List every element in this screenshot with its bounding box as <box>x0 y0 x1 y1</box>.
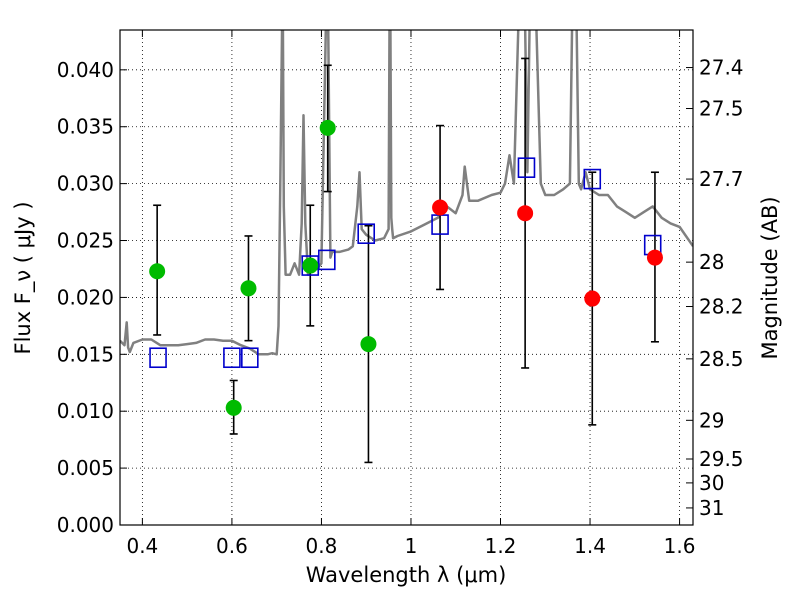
red-point <box>517 205 534 222</box>
y-tick-label: 0.005 <box>57 456 114 480</box>
right-tick-label: 28.2 <box>699 295 744 319</box>
plot-frame <box>119 29 694 526</box>
x-tick-label: 1.4 <box>574 534 606 558</box>
x-tick-label: 0.8 <box>306 534 338 558</box>
green-point <box>240 280 257 297</box>
y-tick-label: 0.030 <box>57 172 114 196</box>
y-tick-label: 0.020 <box>57 285 114 309</box>
model-square-marker <box>223 347 241 369</box>
red-point <box>432 199 449 216</box>
model-square-marker <box>149 347 167 369</box>
model-square-marker <box>583 168 602 190</box>
x-tick-label: 0.4 <box>126 534 158 558</box>
x-tick-label: 1 <box>405 534 418 558</box>
y-tick-label: 0.040 <box>57 58 114 82</box>
model-square-marker <box>318 249 336 271</box>
y-tick-label: 0.025 <box>57 229 114 253</box>
green-point <box>360 336 377 353</box>
x-tick-label: 1.6 <box>664 534 696 558</box>
green-point <box>302 257 319 274</box>
model-square-marker <box>517 157 536 178</box>
x-tick-labels: 0.4 0.6 0.8 1 1.2 1.4 1.6 <box>126 534 695 558</box>
right-axis-label: Magnitude (AB) <box>758 196 782 359</box>
right-tick-label: 31 <box>699 496 724 520</box>
plot-background <box>120 30 693 525</box>
right-tick-label: 28 <box>699 250 724 274</box>
y-axis-label: Flux F_ν ( μJy ) <box>11 201 36 354</box>
y-tick-label: 0.010 <box>57 399 114 423</box>
right-tick-label: 28.5 <box>699 347 744 371</box>
x-tick-label: 1.2 <box>485 534 517 558</box>
right-tick-label: 29.5 <box>699 447 744 471</box>
red-point <box>646 249 663 266</box>
right-tick-label: 27.4 <box>699 56 744 80</box>
y-tick-label: 0.000 <box>57 513 114 537</box>
y-tick-label: 0.035 <box>57 115 114 139</box>
grid-lines <box>120 30 693 526</box>
right-tick-label: 29 <box>699 408 724 432</box>
green-point <box>319 119 336 136</box>
right-tick-label: 30 <box>699 471 724 495</box>
right-tick-label: 27.7 <box>699 167 744 191</box>
green-point <box>149 263 166 280</box>
y-tick-labels: 0.000 0.005 0.010 0.015 0.020 0.025 0.030 0.035… <box>57 58 114 537</box>
point-layer <box>149 119 663 416</box>
x-axis-label: Wavelength λ (μm) <box>306 563 507 587</box>
x-tick-label: 0.6 <box>216 534 248 558</box>
model-spectrum-line <box>120 30 693 356</box>
axis-ticks <box>120 30 693 526</box>
green-point <box>225 399 242 416</box>
model-square-marker <box>357 223 376 244</box>
red-point <box>584 290 601 307</box>
model-square-marker <box>241 347 259 369</box>
spectrum-layer <box>120 30 693 356</box>
y-tick-label: 0.015 <box>57 342 114 366</box>
right-tick-label: 27.5 <box>699 97 744 121</box>
